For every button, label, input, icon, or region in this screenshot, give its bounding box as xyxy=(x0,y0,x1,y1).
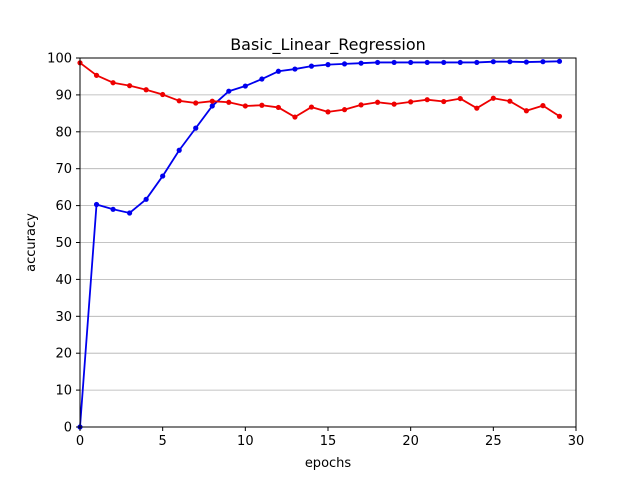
data-point xyxy=(490,59,496,65)
y-tick-label: 20 xyxy=(55,347,72,362)
data-point xyxy=(507,98,513,104)
data-point xyxy=(176,98,182,104)
data-point xyxy=(507,59,513,65)
x-tick-label: 25 xyxy=(485,434,502,449)
data-point xyxy=(308,63,315,69)
data-point xyxy=(127,83,133,89)
data-point xyxy=(523,108,530,114)
series-layer xyxy=(77,58,563,430)
data-point xyxy=(193,100,199,106)
y-tick-label: 0 xyxy=(64,421,72,436)
data-point xyxy=(375,59,381,66)
data-point xyxy=(441,59,447,66)
series-line xyxy=(79,60,560,428)
data-point xyxy=(242,103,248,109)
data-point xyxy=(325,109,331,115)
x-tick-label: 30 xyxy=(568,434,585,449)
data-point xyxy=(556,113,563,119)
x-tick-label: 20 xyxy=(402,434,419,449)
data-point xyxy=(408,99,414,105)
data-point xyxy=(209,103,215,109)
data-point xyxy=(143,87,149,93)
data-point xyxy=(523,59,530,65)
data-point xyxy=(341,107,348,113)
data-point xyxy=(341,61,348,67)
series-1 xyxy=(77,58,563,430)
data-point xyxy=(226,88,232,94)
data-point xyxy=(441,98,447,105)
data-point xyxy=(457,95,463,102)
x-tick-label: 10 xyxy=(237,434,254,449)
data-point xyxy=(110,80,116,86)
data-point xyxy=(540,59,546,65)
data-point xyxy=(308,104,315,110)
x-tick-label: 5 xyxy=(159,434,167,449)
y-axis-label: accuracy xyxy=(24,213,39,272)
data-point xyxy=(226,99,232,105)
data-point xyxy=(209,98,215,104)
y-tick-label: 90 xyxy=(55,88,72,103)
data-point xyxy=(375,99,381,105)
series-line xyxy=(79,62,560,118)
data-point xyxy=(474,59,480,66)
data-point xyxy=(457,59,463,66)
x-axis-label: epochs xyxy=(305,456,352,471)
data-point xyxy=(93,72,100,78)
y-tick-label: 10 xyxy=(55,384,72,399)
data-point xyxy=(358,60,364,66)
axis-ticks: 0 5 10 15 20 25 30 0 10 20 30 40 50 60 70 80 90 100 xyxy=(47,52,584,450)
data-point xyxy=(292,66,298,72)
y-tick-label: 70 xyxy=(55,162,72,177)
data-point xyxy=(160,91,166,98)
data-point xyxy=(325,62,331,68)
data-point xyxy=(259,76,265,82)
chart-title: Basic_Linear_Regression xyxy=(230,35,426,55)
x-tick-label: 0 xyxy=(76,434,84,449)
data-point xyxy=(110,206,116,212)
data-point xyxy=(391,101,397,107)
x-tick-label: 15 xyxy=(320,434,337,449)
y-tick-label: 80 xyxy=(55,125,72,140)
data-point xyxy=(540,103,546,109)
data-point xyxy=(275,104,281,111)
data-point xyxy=(242,83,248,89)
data-point xyxy=(474,105,480,111)
data-point xyxy=(143,196,149,202)
data-point xyxy=(127,210,133,216)
y-tick-label: 60 xyxy=(55,199,72,214)
data-point xyxy=(193,125,199,131)
data-point xyxy=(275,68,281,74)
data-point xyxy=(408,59,414,66)
data-point xyxy=(490,95,496,101)
data-point xyxy=(259,102,265,108)
data-point xyxy=(424,59,430,66)
data-point xyxy=(424,97,430,103)
data-point xyxy=(391,59,397,66)
data-point xyxy=(292,114,298,120)
data-point xyxy=(358,102,364,108)
data-point xyxy=(93,201,100,208)
data-point xyxy=(160,173,166,179)
y-tick-label: 100 xyxy=(47,52,72,67)
data-point xyxy=(176,147,182,153)
series-2 xyxy=(77,60,563,120)
y-tick-label: 30 xyxy=(55,310,72,325)
y-tick-label: 50 xyxy=(55,236,72,251)
data-point xyxy=(556,58,563,64)
y-tick-label: 40 xyxy=(55,273,72,288)
